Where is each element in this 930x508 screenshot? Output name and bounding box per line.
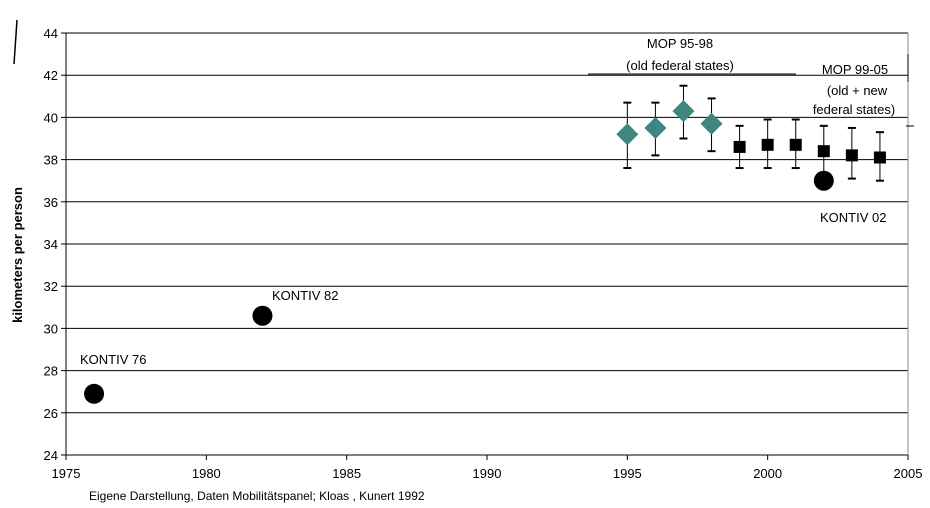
data-point-square [817, 145, 830, 158]
source-note: Eigene Darstellung, Daten Mobilitätspane… [89, 489, 425, 503]
y-axis-label: kilometers per person [10, 187, 25, 323]
data-points [84, 100, 886, 404]
grid-lines [66, 32, 908, 414]
annotation-mop-99-05: MOP 99-05 [822, 62, 888, 77]
error-bars [623, 84, 884, 182]
y-tick-label: 26 [44, 406, 58, 421]
y-tick-label: 34 [44, 237, 58, 252]
y-tick-label: 32 [44, 279, 58, 294]
annotation-mop-95-98-sub: (old federal states) [626, 58, 734, 73]
data-point-circle [813, 170, 834, 191]
axes [61, 32, 909, 460]
x-tick-label: 2005 [894, 466, 923, 481]
y-tick-label: 44 [44, 26, 58, 41]
data-point-diamond [672, 100, 695, 123]
annotation-mop-99-05-sub1: (old + new [827, 83, 888, 98]
annotation-kontiv-02: KONTIV 02 [820, 210, 886, 225]
x-tick-label: 1980 [192, 466, 221, 481]
annotation-mop-95-98: MOP 95-98 [647, 36, 713, 51]
data-point-circle [252, 305, 273, 326]
corner-mark [13, 19, 18, 65]
data-point-square [845, 149, 858, 162]
data-point-square [789, 138, 802, 151]
data-point-square [873, 151, 886, 164]
annotation-brackets [13, 19, 914, 127]
y-tick-label: 24 [44, 448, 58, 463]
x-tick-label: 1985 [332, 466, 361, 481]
annotation-mop-99-05-sub2: federal states) [813, 102, 895, 117]
y-tick-label: 36 [44, 195, 58, 210]
y-tick-label: 28 [44, 364, 58, 379]
data-point-diamond [616, 123, 639, 146]
annotation-kontiv-82: KONTIV 82 [272, 288, 338, 303]
data-point-diamond [644, 116, 667, 139]
x-tick-label: 1995 [613, 466, 642, 481]
annotation-kontiv-76: KONTIV 76 [80, 352, 146, 367]
x-tick-labels: 1975 1980 1985 1990 1995 2000 2005 [52, 466, 923, 481]
y-tick-labels: 24 26 28 30 32 34 36 38 40 42 44 [44, 26, 58, 463]
data-point-diamond [700, 112, 723, 135]
y-tick-label: 42 [44, 68, 58, 83]
data-point-circle [84, 383, 105, 404]
x-tick-label: 1975 [52, 466, 81, 481]
y-tick-label: 30 [44, 321, 58, 336]
x-tick-label: 1990 [473, 466, 502, 481]
y-tick-label: 40 [44, 110, 58, 125]
y-tick-label: 38 [44, 153, 58, 168]
data-point-square [733, 140, 746, 153]
x-tick-label: 2000 [753, 466, 782, 481]
data-point-square [761, 138, 774, 151]
